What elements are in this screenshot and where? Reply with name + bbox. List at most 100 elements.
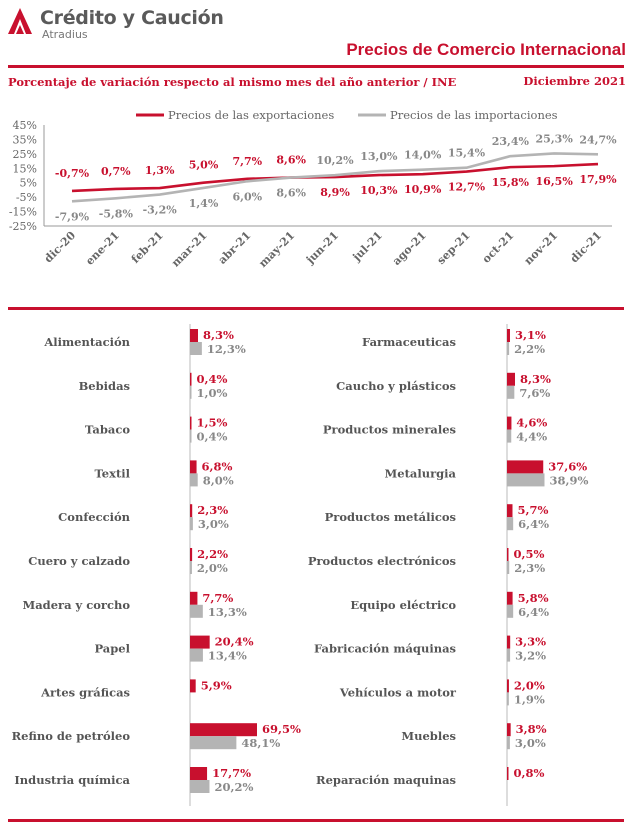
- import-value-label: 2,3%: [514, 561, 545, 575]
- export-value-label: 2,3%: [197, 503, 228, 517]
- x-tick-label: feb-21: [129, 229, 166, 266]
- report-date: Diciembre 2021: [523, 74, 626, 88]
- import-bar: [507, 342, 510, 355]
- sector-label: Muebles: [401, 729, 456, 743]
- import-bar: [507, 517, 514, 531]
- export-value-label: 20,4%: [215, 635, 254, 649]
- export-value-label: 2,0%: [514, 678, 545, 692]
- export-bar: [507, 767, 509, 780]
- y-tick-label: -25%: [9, 220, 37, 233]
- sector-label: Refino de petróleo: [12, 729, 131, 743]
- sector-label: Equipo eléctrico: [350, 598, 456, 612]
- x-tick-label: ago-21: [390, 229, 429, 268]
- import-bar: [190, 736, 237, 750]
- import-value-label: 13,4%: [208, 649, 247, 663]
- import-data-label: 1,4%: [189, 197, 219, 210]
- export-bar: [190, 504, 193, 518]
- export-bar: [507, 329, 510, 342]
- export-value-label: 5,9%: [201, 678, 232, 692]
- import-bar: [190, 780, 210, 793]
- y-tick-label: -15%: [9, 206, 37, 219]
- import-bar: [507, 736, 510, 750]
- import-data-label: -7,9%: [55, 210, 90, 223]
- export-bar: [507, 460, 544, 474]
- export-data-label: 10,9%: [404, 183, 442, 196]
- import-bar: [190, 561, 192, 574]
- import-bar: [507, 429, 512, 443]
- export-value-label: 5,8%: [518, 591, 549, 605]
- export-bar: [190, 372, 192, 386]
- import-value-label: 3,2%: [515, 649, 546, 663]
- x-tick-label: dic-20: [42, 229, 79, 266]
- export-value-label: 17,7%: [212, 766, 251, 780]
- export-data-label: 8,6%: [276, 154, 306, 167]
- export-bar: [190, 460, 197, 474]
- export-value-label: 5,7%: [517, 503, 548, 517]
- import-bar: [507, 604, 514, 618]
- import-data-label: 24,7%: [579, 133, 617, 146]
- y-tick-label: 25%: [13, 148, 37, 161]
- import-bar: [190, 385, 192, 399]
- sector-label: Fabricación máquinas: [314, 642, 456, 656]
- sector-label: Caucho y plásticos: [336, 379, 456, 393]
- import-bar: [190, 517, 193, 531]
- export-value-label: 0,5%: [514, 547, 545, 561]
- export-data-label: 7,7%: [233, 155, 263, 168]
- brand-logo: Crédito y Caución Atradius: [6, 4, 224, 42]
- import-value-label: 2,0%: [197, 561, 228, 575]
- export-value-label: 69,5%: [262, 722, 301, 736]
- export-bar: [190, 767, 208, 780]
- import-value-label: 1,0%: [197, 386, 228, 400]
- export-value-label: 0,8%: [514, 766, 545, 780]
- sector-label: Bebidas: [79, 379, 130, 393]
- x-tick-label: nov-21: [522, 229, 561, 268]
- x-tick-label: mar-21: [169, 229, 210, 270]
- import-data-label: 8,6%: [276, 187, 306, 200]
- x-tick-label: sep-21: [435, 229, 473, 267]
- import-data-label: 6,0%: [233, 190, 263, 203]
- footer-rule: [8, 819, 624, 822]
- import-value-label: 4,4%: [516, 430, 547, 444]
- export-data-label: 16,5%: [536, 175, 574, 188]
- import-value-label: 7,6%: [519, 386, 550, 400]
- sector-label: Textil: [95, 466, 131, 480]
- export-bar: [190, 591, 198, 605]
- export-bar: [190, 329, 199, 342]
- y-tick-label: 45%: [13, 119, 37, 132]
- sector-label: Vehículos a motor: [339, 685, 457, 699]
- import-data-label: 10,2%: [316, 154, 354, 167]
- import-data-label: -5,8%: [99, 207, 134, 220]
- sector-label: Productos minerales: [323, 423, 456, 437]
- sector-label: Cuero y calzado: [28, 554, 130, 568]
- import-value-label: 38,9%: [550, 473, 589, 487]
- import-data-label: 25,3%: [536, 132, 574, 145]
- sector-label: Madera y corcho: [22, 598, 130, 612]
- legend-export-label: Precios de las exportaciones: [168, 108, 334, 122]
- x-tick-label: may-21: [256, 229, 297, 270]
- export-value-label: 1,5%: [197, 416, 228, 430]
- sector-label: Productos electrónicos: [308, 554, 456, 568]
- sector-label: Artes gráficas: [40, 685, 130, 699]
- import-bar: [190, 342, 202, 355]
- export-value-label: 3,3%: [515, 635, 546, 649]
- import-value-label: 12,3%: [207, 342, 246, 356]
- line-chart: -25%-15% -5%5% 15%25% 35%45% dic-20 ene-21 feb…: [9, 108, 617, 270]
- x-tick-label: jun-21: [303, 229, 341, 267]
- import-data-label: 14,0%: [404, 149, 442, 162]
- export-data-label: 8,9%: [320, 186, 350, 199]
- y-tick-label: 15%: [13, 162, 37, 175]
- legend: Precios de las exportaciones Precios de l…: [136, 108, 558, 122]
- import-value-label: 3,0%: [515, 736, 546, 750]
- x-tick-label: dic-21: [568, 229, 604, 265]
- import-value-label: 3,0%: [198, 517, 229, 531]
- export-bar: [507, 679, 509, 693]
- export-bar: [507, 548, 509, 561]
- export-value-label: 0,4%: [197, 372, 228, 386]
- sector-label: Metalurgia: [385, 466, 457, 480]
- sector-label: Industria química: [14, 773, 130, 787]
- export-bar: [507, 504, 513, 518]
- sector-label: Reparación maquinas: [316, 773, 456, 787]
- y-tick-label: 5%: [20, 177, 37, 190]
- export-data-label: 12,7%: [448, 181, 486, 194]
- sector-label: Productos metálicos: [325, 510, 456, 524]
